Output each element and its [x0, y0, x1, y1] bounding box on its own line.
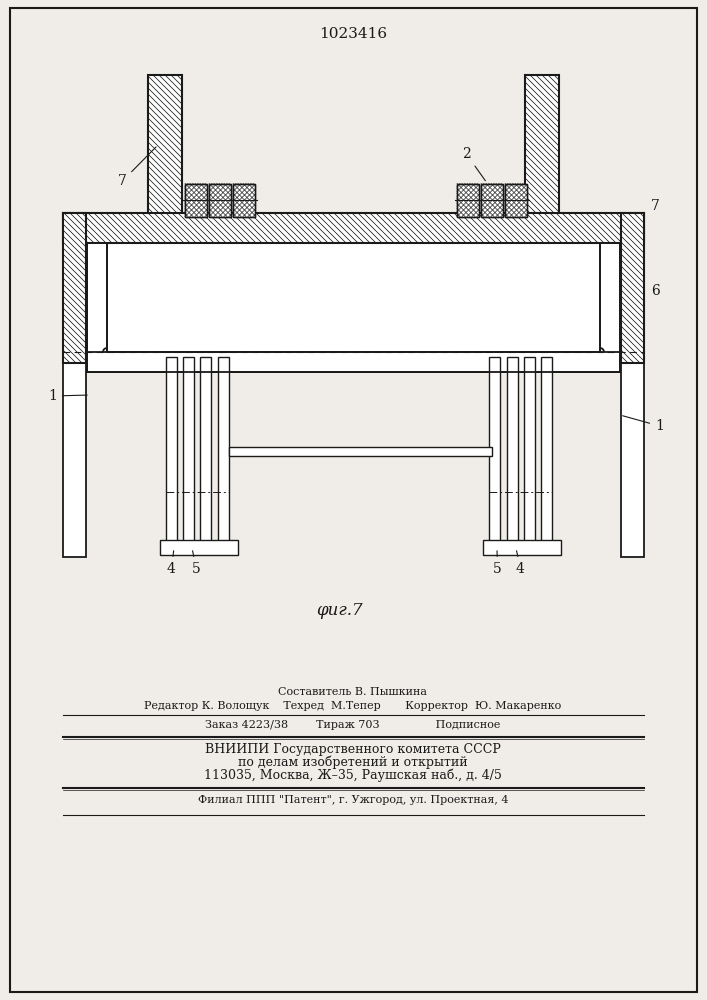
Bar [63, 213, 86, 363]
Bar [489, 357, 500, 548]
Bar [209, 184, 231, 217]
Bar [229, 447, 492, 456]
Text: 7: 7 [118, 147, 156, 188]
Text: 4: 4 [167, 551, 176, 576]
Bar [481, 184, 503, 217]
Bar [183, 357, 194, 548]
Text: φиг.7: φиг.7 [317, 602, 363, 619]
Bar [185, 184, 207, 217]
Bar [541, 357, 552, 548]
Text: 4: 4 [516, 551, 525, 576]
Text: Составитель В. Пышкина: Составитель В. Пышкина [279, 687, 428, 697]
Text: 113035, Москва, Ж–35, Раушская наб., д. 4/5: 113035, Москва, Ж–35, Раушская наб., д. … [204, 768, 502, 782]
Bar [505, 184, 527, 217]
Bar [209, 184, 231, 217]
Bar [166, 357, 177, 548]
Bar [457, 184, 479, 217]
Text: 2: 2 [462, 147, 486, 181]
Text: 1023416: 1023416 [319, 27, 387, 41]
Bar [505, 184, 527, 217]
Bar [160, 540, 238, 555]
Text: Заказ 4223/38        Тираж 703                Подписное: Заказ 4223/38 Тираж 703 Подписное [205, 720, 501, 730]
Bar [87, 243, 107, 372]
Text: 5: 5 [493, 551, 502, 576]
Bar [483, 540, 561, 555]
Text: 5: 5 [192, 551, 201, 576]
Text: 1: 1 [623, 416, 664, 433]
Bar [524, 357, 535, 548]
Text: 6: 6 [651, 284, 660, 298]
Bar [525, 75, 559, 240]
Bar [457, 184, 479, 217]
Bar [185, 184, 207, 217]
Bar [621, 213, 644, 363]
Text: по делам изобретений и открытий: по делам изобретений и открытий [238, 756, 468, 769]
Bar [200, 357, 211, 548]
Bar [63, 213, 644, 243]
Bar [481, 184, 503, 217]
Bar [233, 184, 255, 217]
Bar [233, 184, 255, 217]
Bar [218, 357, 229, 548]
Bar [621, 357, 644, 557]
Text: 1: 1 [48, 389, 87, 403]
Text: ВНИИПИ Государственного комитета СССР: ВНИИПИ Государственного комитета СССР [205, 743, 501, 756]
Text: Филиал ППП "Патент", г. Ужгород, ул. Проектная, 4: Филиал ППП "Патент", г. Ужгород, ул. Про… [198, 795, 508, 805]
Text: 7: 7 [651, 199, 660, 213]
Bar [148, 75, 182, 240]
Bar [600, 243, 620, 372]
Bar [87, 352, 620, 372]
Bar [107, 243, 600, 352]
Bar [63, 357, 86, 557]
Text: Редактор К. Волощук    Техред  М.Тепер       Корректор  Ю. Макаренко: Редактор К. Волощук Техред М.Тепер Корре… [144, 701, 561, 711]
Bar [507, 357, 518, 548]
